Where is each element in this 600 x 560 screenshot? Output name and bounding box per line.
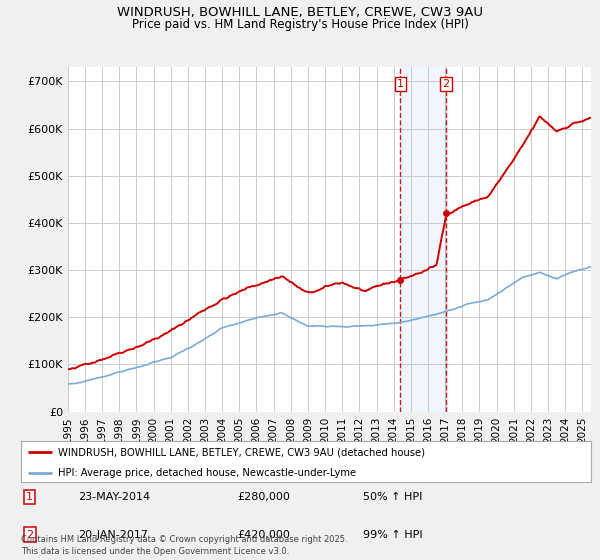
Text: 20-JAN-2017: 20-JAN-2017 xyxy=(78,530,148,540)
Text: £420,000: £420,000 xyxy=(238,530,290,540)
Text: HPI: Average price, detached house, Newcastle-under-Lyme: HPI: Average price, detached house, Newc… xyxy=(58,468,356,478)
Text: Contains HM Land Registry data © Crown copyright and database right 2025.
This d: Contains HM Land Registry data © Crown c… xyxy=(21,535,347,556)
Text: Price paid vs. HM Land Registry's House Price Index (HPI): Price paid vs. HM Land Registry's House … xyxy=(131,18,469,31)
Text: 1: 1 xyxy=(26,492,33,502)
Text: 2: 2 xyxy=(442,80,449,89)
Text: 99% ↑ HPI: 99% ↑ HPI xyxy=(363,530,422,540)
Text: 2: 2 xyxy=(26,530,33,540)
Text: £280,000: £280,000 xyxy=(238,492,290,502)
Text: 1: 1 xyxy=(397,80,404,89)
Text: 50% ↑ HPI: 50% ↑ HPI xyxy=(363,492,422,502)
Text: WINDRUSH, BOWHILL LANE, BETLEY, CREWE, CW3 9AU (detached house): WINDRUSH, BOWHILL LANE, BETLEY, CREWE, C… xyxy=(58,447,425,457)
Text: 23-MAY-2014: 23-MAY-2014 xyxy=(78,492,150,502)
Bar xyxy=(400,67,446,412)
Text: WINDRUSH, BOWHILL LANE, BETLEY, CREWE, CW3 9AU: WINDRUSH, BOWHILL LANE, BETLEY, CREWE, C… xyxy=(117,6,483,18)
